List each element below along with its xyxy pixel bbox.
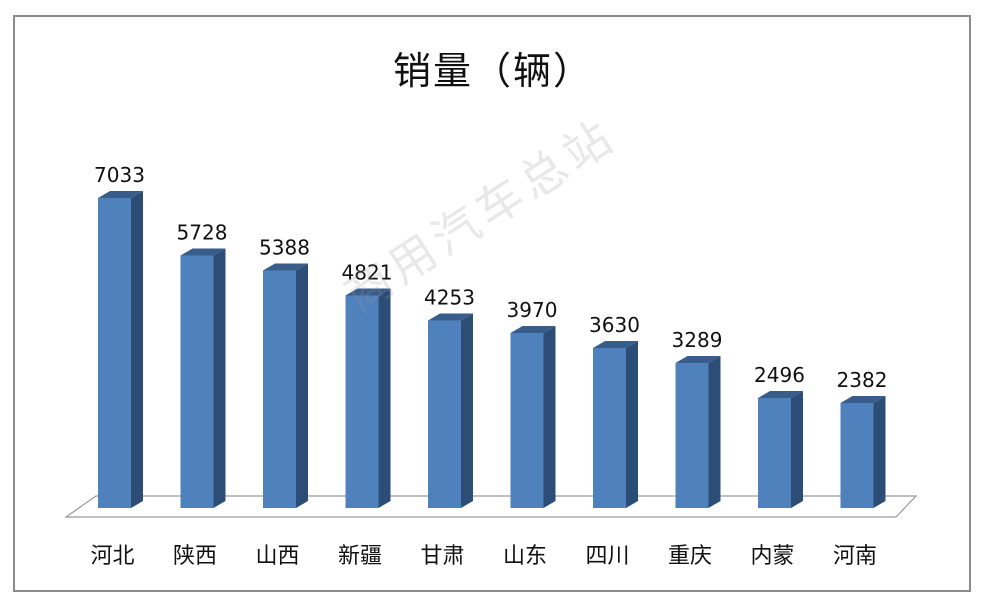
bar [510,333,544,508]
data-label: 2496 [754,363,805,387]
bar-side [461,313,473,508]
bar-top [98,191,143,198]
data-label: 3630 [589,313,640,337]
bar-side [213,248,226,509]
x-tick-label: 河南 [833,544,877,569]
x-tick-label: 山西 [255,544,299,569]
x-tick-label: 新疆 [338,544,382,569]
data-label: 4253 [424,286,475,310]
data-label: 7033 [94,163,145,187]
bar-top [345,288,391,296]
bar [675,363,709,508]
bar-side [296,263,308,508]
data-label: 2382 [837,368,888,392]
data-label: 4821 [342,261,393,285]
x-tick-label: 陕西 [173,544,217,569]
bar-top [428,313,473,321]
data-label: 5728 [177,221,228,245]
bar-side [873,396,886,508]
bar-top [675,356,721,364]
bar [840,403,874,508]
x-tick-label: 内蒙 [750,544,794,569]
bar-top [263,263,308,271]
bar [593,347,626,508]
data-label: 5388 [259,236,310,260]
bar [98,198,131,508]
bar-top [510,326,556,334]
x-tick-label: 河北 [90,544,134,569]
bar [758,397,791,508]
chart-title: 销量（辆） [392,49,593,93]
bar-side [378,288,391,508]
bar-top [758,390,803,398]
bar [180,255,214,508]
x-tick-label: 甘肃 [420,544,464,569]
bar-side [626,340,638,508]
bar-side [791,390,803,508]
data-label: 3289 [672,328,723,352]
bar-side [708,356,721,508]
x-tick-label: 山东 [503,544,547,569]
x-tick-label: 四川 [585,544,629,569]
bar [263,270,296,508]
bar [428,320,461,508]
bar-side [131,191,143,508]
bar-top [840,396,886,404]
bar [345,295,379,508]
bar-side [543,326,556,508]
bar-top [593,340,638,348]
data-label: 3970 [507,298,558,322]
x-tick-label: 重庆 [668,544,712,569]
bar-top [180,248,226,256]
